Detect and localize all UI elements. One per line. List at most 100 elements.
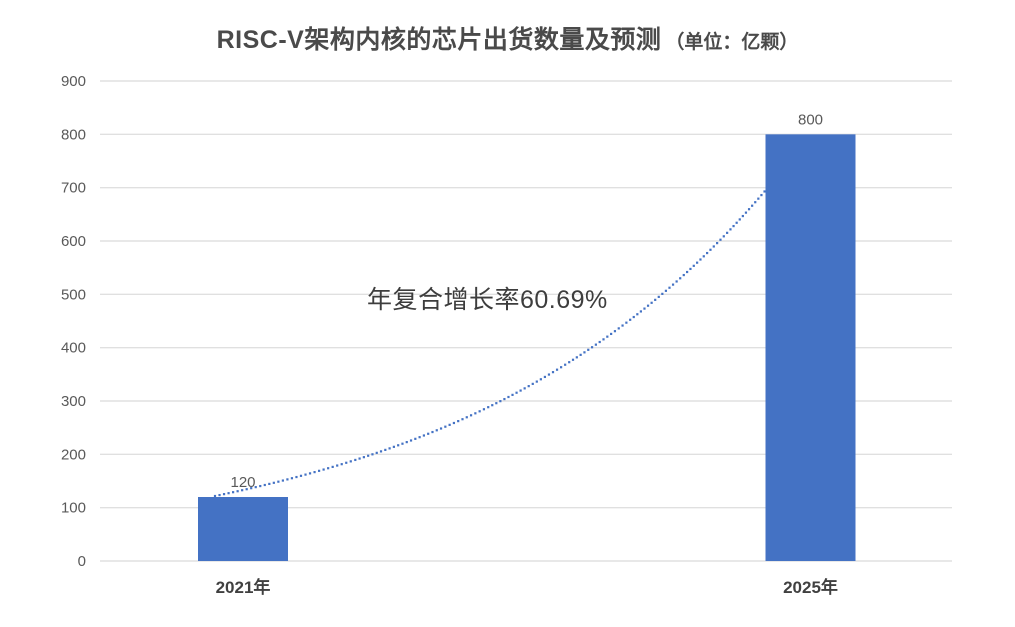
trendline-dot xyxy=(379,450,383,453)
trendline-dot xyxy=(354,458,357,462)
trendline-dot xyxy=(706,251,709,255)
y-axis: 0 100 200 300 400 500 600 700 800 900 xyxy=(61,73,86,570)
trendline-dot xyxy=(617,327,620,330)
trendline-dot xyxy=(636,313,639,316)
trendline-dot xyxy=(236,490,239,493)
trendline-dot xyxy=(448,423,451,426)
trendline-dot xyxy=(654,298,657,301)
trendline-dot xyxy=(551,371,555,374)
trendline-dot xyxy=(405,441,408,444)
trendline-dot xyxy=(555,368,559,371)
trendline-dot xyxy=(482,408,486,411)
trendline-dot xyxy=(763,190,766,193)
trendline-dot xyxy=(469,414,473,417)
trendline-dot xyxy=(317,469,321,472)
y-axis-tick-label: 500 xyxy=(61,286,86,303)
y-axis-tick-label: 0 xyxy=(78,553,86,570)
trendline-dot xyxy=(621,324,624,327)
trendline-dot xyxy=(465,416,468,419)
trendline-dot xyxy=(547,373,551,376)
trendline-dot xyxy=(499,400,502,403)
trendline-dot xyxy=(409,439,413,442)
trendline-dot xyxy=(515,391,518,394)
trendline-dot xyxy=(661,292,664,295)
trendline-dot xyxy=(392,445,395,448)
x-axis: 2021年 2025年 xyxy=(216,577,838,597)
trendline-dot xyxy=(575,356,578,359)
chart-title-main: RISC-V架构内核的芯片出货数量及预测 xyxy=(216,26,662,54)
trendline-dot xyxy=(388,447,391,450)
trendline-dot xyxy=(213,494,217,498)
trendline-dot xyxy=(418,436,421,439)
trendline-dot xyxy=(375,451,378,454)
trendline-dot xyxy=(632,315,635,319)
trendline-dot xyxy=(327,467,330,470)
trendline-dot xyxy=(245,488,248,491)
trendline-dot xyxy=(735,221,738,224)
trendline-dot xyxy=(579,353,582,356)
trendline-dot xyxy=(507,395,510,399)
x-axis-category-label: 2025年 xyxy=(783,577,838,597)
trendline-dot xyxy=(712,245,715,248)
trendline-dot xyxy=(543,375,547,379)
trendline-dot xyxy=(367,454,370,457)
trendline-dot xyxy=(286,478,289,481)
trendline-dot xyxy=(263,483,266,487)
trendline-dot xyxy=(639,310,643,313)
trendline-dot xyxy=(594,343,597,346)
trendline-dot xyxy=(719,238,722,241)
trendline-dot xyxy=(760,193,763,197)
trendline-dot xyxy=(679,277,682,280)
trendline-dot xyxy=(444,425,447,428)
trendline-dot xyxy=(560,366,563,369)
trendline-dot xyxy=(696,261,699,264)
trendline-dot xyxy=(313,471,316,474)
bar-value-label: 120 xyxy=(230,474,255,491)
x-axis-category-label: 2021年 xyxy=(216,577,271,597)
trendline-dot xyxy=(349,460,352,463)
trendline-dot xyxy=(304,473,307,476)
trendline-dot xyxy=(699,258,702,261)
trendline-dot xyxy=(478,410,481,413)
bar-value-label: 800 xyxy=(798,111,823,128)
trendline-dot xyxy=(259,484,262,488)
trendline-dot xyxy=(689,267,692,271)
chart-title-unit: （单位：亿颗） xyxy=(665,32,799,53)
trendline-dot xyxy=(227,492,230,495)
trendline-dot xyxy=(629,318,632,321)
trendline-dot xyxy=(646,304,650,307)
trendline-dot xyxy=(539,378,542,381)
trendline-dot xyxy=(668,286,671,289)
trendline-dot xyxy=(587,348,590,351)
trendline-dot xyxy=(535,380,538,383)
trendline-dot xyxy=(747,208,751,211)
y-axis-tick-label: 100 xyxy=(61,500,86,517)
bar-value-labels: 120 800 xyxy=(230,111,823,491)
trendline-dot xyxy=(709,248,712,251)
trendline-dot xyxy=(741,214,744,218)
trendline-dot xyxy=(277,480,280,483)
trendline-dot xyxy=(272,481,275,484)
y-axis-tick-label: 600 xyxy=(61,233,86,250)
trendline-dot xyxy=(290,477,294,480)
trendline-dot xyxy=(527,385,530,388)
trendline-dot xyxy=(564,363,567,366)
trendline-dot xyxy=(487,406,490,409)
trendline-dot xyxy=(511,393,514,396)
trendline-dot xyxy=(431,430,434,434)
trendline-dot xyxy=(414,437,417,440)
trendline-dot xyxy=(457,420,460,423)
trendline-dot xyxy=(738,218,741,221)
bar-2021年 xyxy=(198,497,288,561)
trendline-dot xyxy=(299,474,303,477)
chart-title: RISC-V架构内核的芯片出货数量及预测 （单位：亿颗） xyxy=(0,20,1015,56)
trendline-dot xyxy=(232,491,235,494)
y-axis-tick-label: 900 xyxy=(61,73,86,90)
trendline-dot xyxy=(664,289,668,292)
trendline-dot xyxy=(435,429,438,432)
trendline-dot xyxy=(401,442,404,445)
trendline-dot xyxy=(625,321,628,324)
cagr-annotation: 年复合增长率60.69% xyxy=(367,286,608,314)
trendline-dot xyxy=(686,270,689,274)
